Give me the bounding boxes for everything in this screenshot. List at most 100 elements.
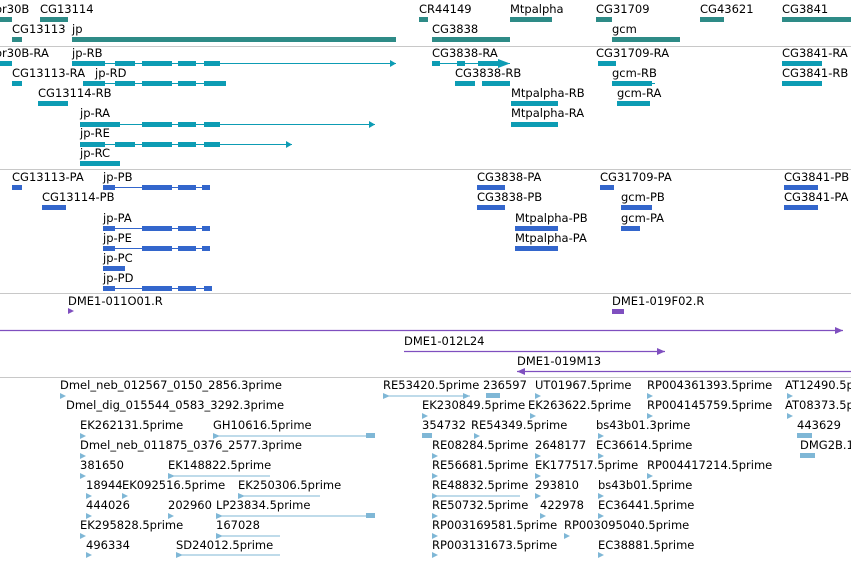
est-marker[interactable] (168, 513, 174, 519)
est-label[interactable]: EK148822.5prime (168, 458, 271, 472)
transcript-model[interactable] (80, 161, 120, 166)
est-label[interactable]: 444026 (86, 498, 130, 512)
est-label[interactable]: 422978 (540, 498, 584, 512)
protein-bar[interactable] (42, 205, 66, 210)
est-marker[interactable] (60, 393, 66, 399)
gene-label[interactable]: CG3841 (782, 2, 828, 16)
transcript-label[interactable]: jp-RD (94, 66, 127, 80)
est-label[interactable]: AT12490.5prime (785, 378, 851, 392)
est-marker[interactable] (432, 473, 438, 479)
transcript-model[interactable] (72, 60, 396, 67)
transcript-model[interactable] (598, 61, 616, 66)
protein-label[interactable]: Mtpalpha-PA (515, 231, 587, 245)
est-label[interactable]: 443629 (797, 418, 841, 432)
est-label[interactable]: EC36441.5prime (598, 498, 694, 512)
transcript-label[interactable]: CG3838-RB (455, 66, 521, 80)
est-label[interactable]: RE08284.5prime (432, 438, 528, 452)
est-span[interactable] (216, 533, 280, 539)
est-bar[interactable] (422, 433, 432, 438)
protein-model[interactable] (103, 226, 210, 231)
transcript-label[interactable]: CG31709-RA (596, 46, 669, 60)
est-label[interactable]: DMG2B.1 (800, 438, 851, 452)
est-label[interactable]: SD24012.5prime (176, 538, 273, 552)
gene-bar[interactable] (72, 37, 396, 42)
est-label[interactable]: GH10616.5prime (213, 418, 312, 432)
est-label[interactable]: RP003131673.5prime (432, 538, 557, 552)
protein-model[interactable] (103, 246, 210, 251)
est-label[interactable]: RE56681.5prime (432, 458, 528, 472)
transcript-label[interactable]: CG13114-RB (38, 86, 112, 100)
est-marker[interactable] (647, 473, 653, 479)
est-marker[interactable] (474, 433, 480, 439)
est-label[interactable]: EC36614.5prime (596, 438, 692, 452)
protein-bar[interactable] (515, 246, 558, 251)
gene-bar[interactable] (12, 37, 22, 42)
transcript-label[interactable]: or30B-RA (0, 46, 49, 60)
clone-label[interactable]: DME1-012L24 (404, 334, 485, 348)
protein-label[interactable]: CG3841-PA (784, 190, 849, 204)
clone-label[interactable]: DME1-019F02.R (612, 294, 704, 308)
est-label[interactable]: 236597 (483, 378, 527, 392)
clone-span[interactable] (0, 327, 843, 334)
clone-span[interactable] (517, 368, 851, 375)
est-marker[interactable] (122, 493, 128, 499)
protein-bar[interactable] (515, 226, 558, 231)
protein-bar[interactable] (600, 185, 614, 190)
transcript-label[interactable]: jp-RE (79, 126, 110, 140)
protein-bar[interactable] (477, 205, 505, 210)
clone-label[interactable]: DME1-019M13 (517, 354, 601, 368)
est-marker[interactable] (80, 473, 86, 479)
est-marker[interactable] (86, 513, 92, 519)
transcript-label[interactable]: CG13113-RA (12, 66, 85, 80)
est-label[interactable]: EK092516.5prime (122, 478, 225, 492)
transcript-label[interactable]: jp-RB (71, 46, 103, 60)
protein-label[interactable]: jp-PE (102, 231, 132, 245)
clone-bar[interactable] (612, 309, 624, 314)
est-marker[interactable] (598, 493, 604, 499)
est-label[interactable]: RP004145759.5prime (647, 398, 772, 412)
protein-label[interactable]: jp-PD (102, 271, 134, 285)
protein-bar[interactable] (103, 266, 125, 271)
protein-bar[interactable] (621, 226, 640, 231)
est-marker[interactable] (598, 552, 604, 558)
est-span[interactable] (432, 493, 520, 499)
gene-bar[interactable] (700, 17, 724, 22)
protein-label[interactable]: CG3841-PB (784, 170, 849, 184)
est-label[interactable]: 381650 (80, 458, 124, 472)
transcript-model[interactable] (612, 81, 655, 86)
protein-label[interactable]: CG3838-PB (477, 190, 542, 204)
est-label[interactable]: RP003095040.5prime (564, 518, 689, 532)
est-label[interactable]: AT08373.5prime (785, 398, 851, 412)
est-label[interactable]: RP003169581.5prime (432, 518, 557, 532)
gene-label[interactable]: CG13113 (12, 22, 66, 36)
clone-end-marker[interactable] (68, 308, 74, 314)
gene-bar[interactable] (419, 17, 428, 22)
est-label[interactable]: EK262131.5prime (80, 418, 183, 432)
transcript-model[interactable] (0, 61, 12, 66)
gene-label[interactable]: or30B (0, 2, 29, 16)
est-marker[interactable] (787, 393, 793, 399)
est-marker[interactable] (647, 393, 653, 399)
transcript-model[interactable] (617, 101, 650, 106)
est-label[interactable]: 18944 (86, 478, 123, 492)
transcript-label[interactable]: jp-RA (79, 106, 110, 120)
est-label[interactable]: RP004417214.5prime (647, 458, 772, 472)
est-bar[interactable] (486, 393, 500, 398)
transcript-label[interactable]: CG3841-RA (782, 46, 848, 60)
est-marker[interactable] (432, 513, 438, 519)
est-marker[interactable] (787, 413, 793, 419)
transcript-model[interactable] (511, 122, 558, 127)
transcript-model[interactable] (12, 81, 22, 86)
gene-bar[interactable] (40, 17, 68, 22)
est-label[interactable]: RE54349.5prime (471, 418, 567, 432)
est-bar[interactable] (800, 453, 815, 458)
est-label[interactable]: 354732 (422, 418, 466, 432)
gene-label[interactable]: CG43621 (700, 2, 754, 16)
est-label[interactable]: RE48832.5prime (432, 478, 528, 492)
gene-label[interactable]: CG3838 (432, 22, 478, 36)
gene-bar[interactable] (432, 37, 510, 42)
transcript-model[interactable] (38, 101, 68, 106)
transcript-label[interactable]: gcm-RB (612, 66, 657, 80)
est-label[interactable]: EK230849.5prime (422, 398, 525, 412)
est-label[interactable]: 167028 (216, 518, 260, 532)
